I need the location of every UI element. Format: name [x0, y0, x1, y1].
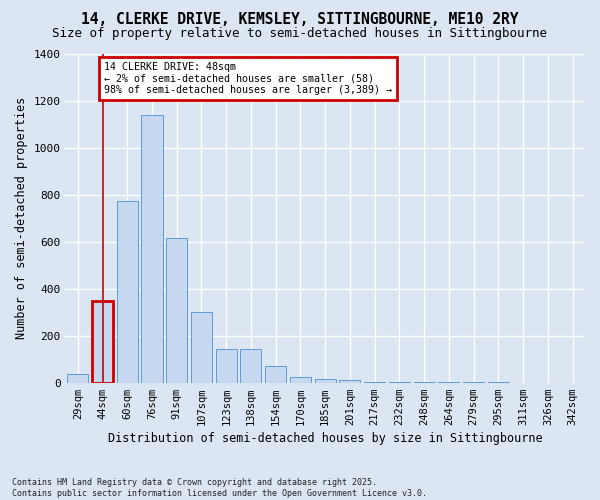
Bar: [265, 366, 286, 382]
X-axis label: Distribution of semi-detached houses by size in Sittingbourne: Distribution of semi-detached houses by …: [108, 432, 542, 445]
Bar: [67, 374, 88, 382]
Bar: [166, 238, 187, 382]
Bar: [92, 300, 113, 382]
Bar: [191, 312, 212, 382]
Bar: [117, 200, 138, 382]
Text: Size of property relative to semi-detached houses in Sittingbourne: Size of property relative to semi-detach…: [53, 28, 548, 40]
Bar: [340, 380, 361, 382]
Text: 14, CLERKE DRIVE, KEMSLEY, SITTINGBOURNE, ME10 2RY: 14, CLERKE DRIVE, KEMSLEY, SITTINGBOURNE…: [81, 12, 519, 28]
Text: Contains HM Land Registry data © Crown copyright and database right 2025.
Contai: Contains HM Land Registry data © Crown c…: [12, 478, 427, 498]
Text: 14 CLERKE DRIVE: 48sqm
← 2% of semi-detached houses are smaller (58)
98% of semi: 14 CLERKE DRIVE: 48sqm ← 2% of semi-deta…: [104, 62, 392, 96]
Bar: [216, 348, 237, 382]
Y-axis label: Number of semi-detached properties: Number of semi-detached properties: [15, 97, 28, 340]
Bar: [142, 115, 163, 382]
Bar: [290, 377, 311, 382]
Bar: [314, 379, 336, 382]
Bar: [241, 348, 262, 382]
